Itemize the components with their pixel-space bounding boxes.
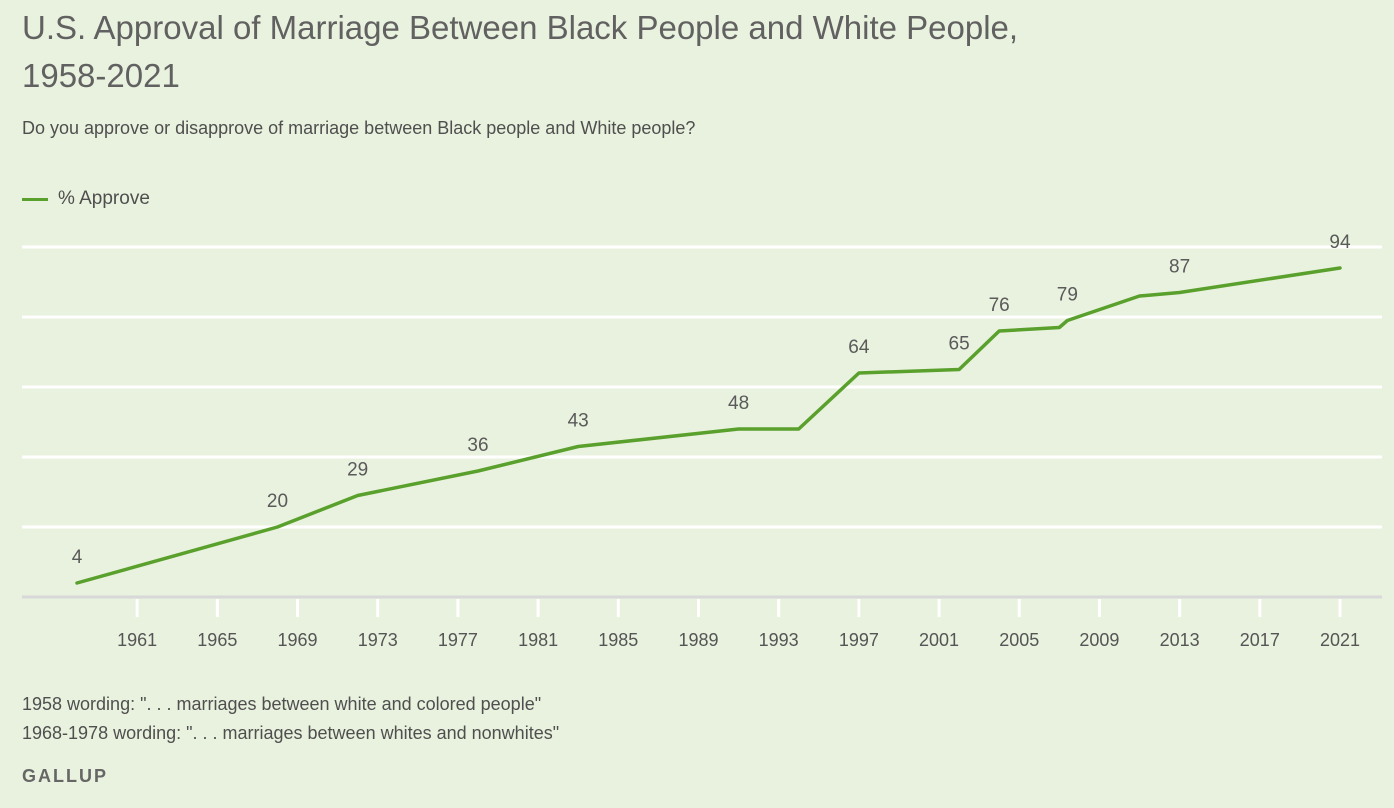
line-chart: 1961 1965 1969 1973 1977 1981 1985 1989 1993 1997… (22, 232, 1382, 650)
data-label: 20 (267, 491, 288, 512)
legend: % Approve (22, 188, 150, 210)
series-line-approve (75, 266, 1342, 585)
x-tick-label: 1977 (438, 630, 478, 650)
x-tick-label: 1989 (678, 630, 718, 650)
data-label: 36 (467, 435, 488, 456)
chart-title: U.S. Approval of Marriage Between Black … (22, 9, 1019, 94)
data-label: 48 (728, 393, 749, 414)
data-label: 79 (1057, 285, 1078, 306)
wording-note-1958: 1958 wording: ". . . marriages between w… (22, 694, 542, 714)
x-tick-label: 2017 (1240, 630, 1280, 650)
x-tick-label: 2001 (919, 630, 959, 650)
chart-subtitle: Do you approve or disapprove of marriage… (22, 118, 696, 138)
x-tick-label: 1993 (759, 630, 799, 650)
data-label: 94 (1329, 232, 1351, 253)
x-tick-label: 2005 (999, 630, 1039, 650)
x-tick-label: 1985 (598, 630, 638, 650)
data-label: 76 (989, 295, 1010, 316)
x-tick-label: 1981 (518, 630, 558, 650)
x-tick-label: 1997 (839, 630, 879, 650)
x-tick-label: 2009 (1079, 630, 1119, 650)
data-label: 4 (72, 547, 83, 568)
x-tick-label: 2013 (1160, 630, 1200, 650)
brand-logo-text: GALLUP (22, 766, 108, 786)
legend-label: % Approve (58, 188, 150, 209)
x-tick-label: 2021 (1320, 630, 1360, 650)
x-tick-label: 1961 (117, 630, 157, 650)
wording-note-1968-1978: 1968-1978 wording: ". . . marriages betw… (22, 723, 560, 743)
data-label: 64 (848, 337, 870, 358)
data-label: 65 (949, 334, 970, 355)
data-label: 87 (1169, 257, 1190, 278)
x-tick-label: 1973 (358, 630, 398, 650)
x-tick-label: 1969 (278, 630, 318, 650)
data-label: 29 (347, 460, 368, 481)
legend-swatch (22, 197, 48, 201)
data-label: 43 (568, 411, 589, 432)
x-tick-label: 1965 (197, 630, 237, 650)
